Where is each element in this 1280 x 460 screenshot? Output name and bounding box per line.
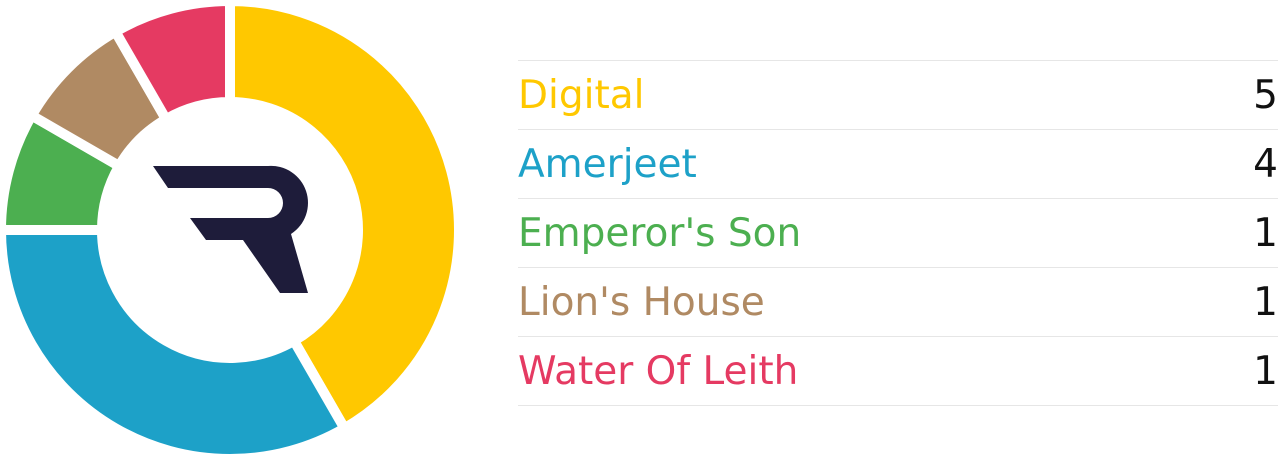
donut-chart: [0, 0, 460, 460]
legend-value: 1: [1253, 348, 1278, 394]
legend-value: 5: [1253, 72, 1278, 118]
legend-row: Amerjeet 4: [518, 130, 1278, 199]
legend-label: Amerjeet: [518, 141, 697, 187]
legend: Digital 5 Amerjeet 4 Emperor's Son 1 Lion's Ho…: [518, 60, 1278, 406]
legend-value: 4: [1253, 141, 1278, 187]
legend-row: Lion's House 1: [518, 268, 1278, 337]
legend-value: 1: [1253, 279, 1278, 325]
legend-value: 1: [1253, 210, 1278, 256]
legend-label: Water Of Leith: [518, 348, 799, 394]
logo-r-icon: [153, 165, 308, 293]
legend-row: Emperor's Son 1: [518, 199, 1278, 268]
legend-row: Digital 5: [518, 61, 1278, 130]
legend-label: Digital: [518, 72, 645, 118]
legend-row: Water Of Leith 1: [518, 337, 1278, 406]
legend-label: Lion's House: [518, 279, 765, 325]
legend-label: Emperor's Son: [518, 210, 802, 256]
